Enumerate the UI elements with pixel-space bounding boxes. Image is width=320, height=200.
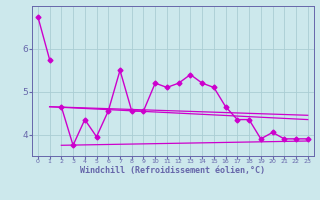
X-axis label: Windchill (Refroidissement éolien,°C): Windchill (Refroidissement éolien,°C) xyxy=(80,166,265,175)
